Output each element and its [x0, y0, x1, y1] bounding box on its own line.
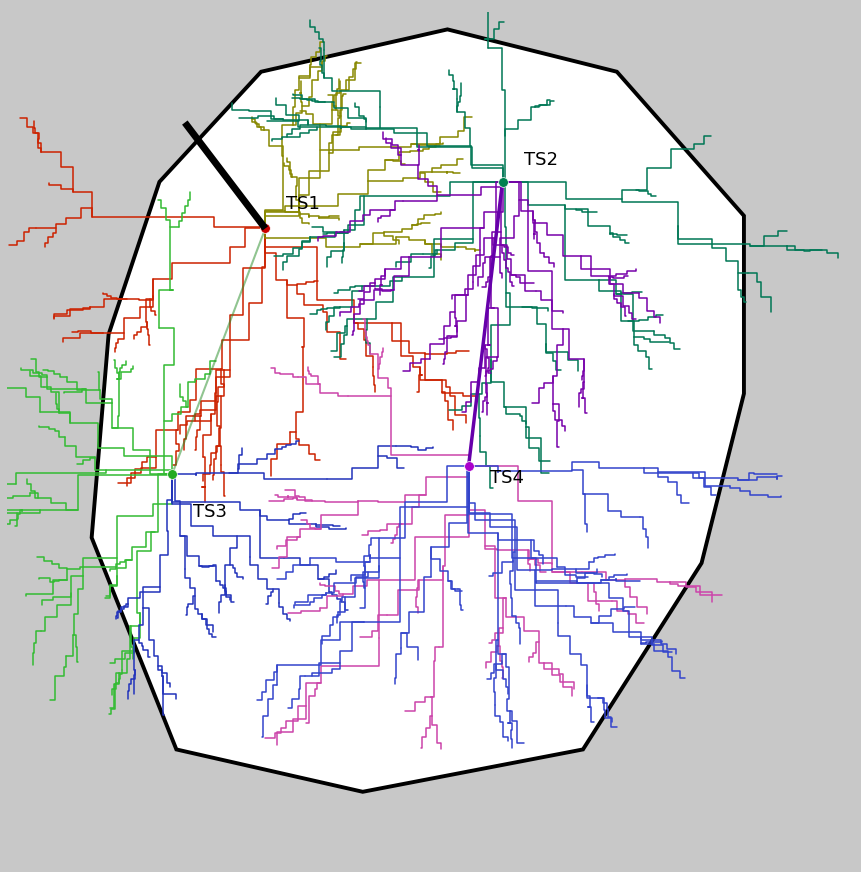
Polygon shape [91, 30, 744, 792]
Text: TS2: TS2 [523, 151, 558, 169]
Text: TS4: TS4 [490, 469, 523, 487]
Text: TS3: TS3 [194, 503, 227, 521]
Text: TS1: TS1 [287, 195, 320, 214]
